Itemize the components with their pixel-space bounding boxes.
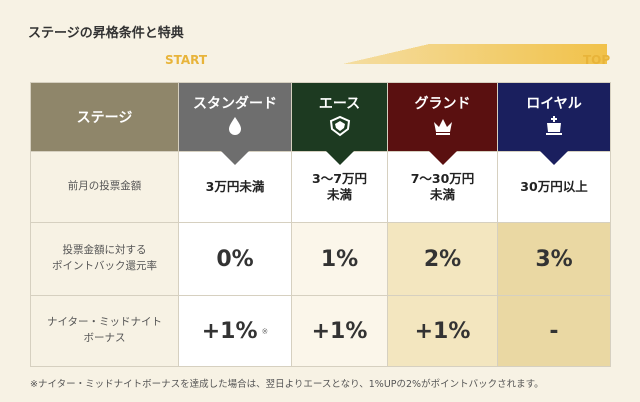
bonus-row: ナイター・ミッドナイト ボーナス +1% ※ +1% +1% - [30, 295, 611, 367]
stage-name: スタンダード [193, 96, 277, 112]
amount-row-label: 前月の投票金額 [30, 151, 179, 223]
rate-cell: 0% [178, 222, 292, 296]
amount-row: 前月の投票金額 3万円未満 3～7万円 未満 7～30万円 未満 30万円以上 [30, 151, 611, 223]
progress-top-label: TOP [583, 53, 611, 67]
stage-grand: グランド [387, 82, 498, 165]
footnote-marker: ※ [261, 327, 269, 336]
bonus-row-label: ナイター・ミッドナイト ボーナス [30, 295, 179, 367]
stage-standard: スタンダード [178, 82, 292, 165]
crown-icon [433, 119, 452, 135]
header-row: ステージ スタンダード エース グランド ロイヤル [30, 82, 611, 165]
stage-name: グランド [414, 96, 471, 112]
page-title: ステージの昇格条件と特典 [28, 26, 184, 41]
bonus-value: +1% [201, 318, 258, 344]
bonus-cell: +1% ※ [178, 295, 292, 367]
amount-cell: 30万円以上 [497, 151, 611, 223]
bonus-cell: +1% [291, 295, 388, 367]
footnote: ※ナイター・ミッドナイトボーナスを達成した場合は、翌日よりエースとなり、1%UP… [30, 379, 544, 390]
royal-crown-icon [546, 116, 562, 135]
shield-icon [329, 115, 350, 137]
stage-progress-bar [165, 44, 607, 64]
rate-row-label: 投票金額に対する ポイントバック還元率 [30, 222, 179, 296]
amount-cell: 7～30万円 未満 [387, 151, 498, 223]
stage-header: ステージ [30, 82, 179, 152]
amount-cell: 3万円未満 [178, 151, 292, 223]
rate-cell: 2% [387, 222, 498, 296]
stage-table: ステージ スタンダード エース グランド ロイヤル [30, 82, 611, 367]
bonus-cell: +1% [387, 295, 498, 367]
drop-icon [229, 117, 241, 135]
stage-name: ロイヤル [526, 96, 582, 112]
rate-row: 投票金額に対する ポイントバック還元率 0% 1% 2% 3% [30, 222, 611, 296]
stage-ace: エース [291, 82, 388, 165]
rate-cell: 1% [291, 222, 388, 296]
stage-name: エース [318, 96, 361, 112]
progress-start-label: START [165, 53, 208, 67]
bonus-cell: - [497, 295, 611, 367]
rate-cell: 3% [497, 222, 611, 296]
stage-royal: ロイヤル [497, 82, 611, 165]
